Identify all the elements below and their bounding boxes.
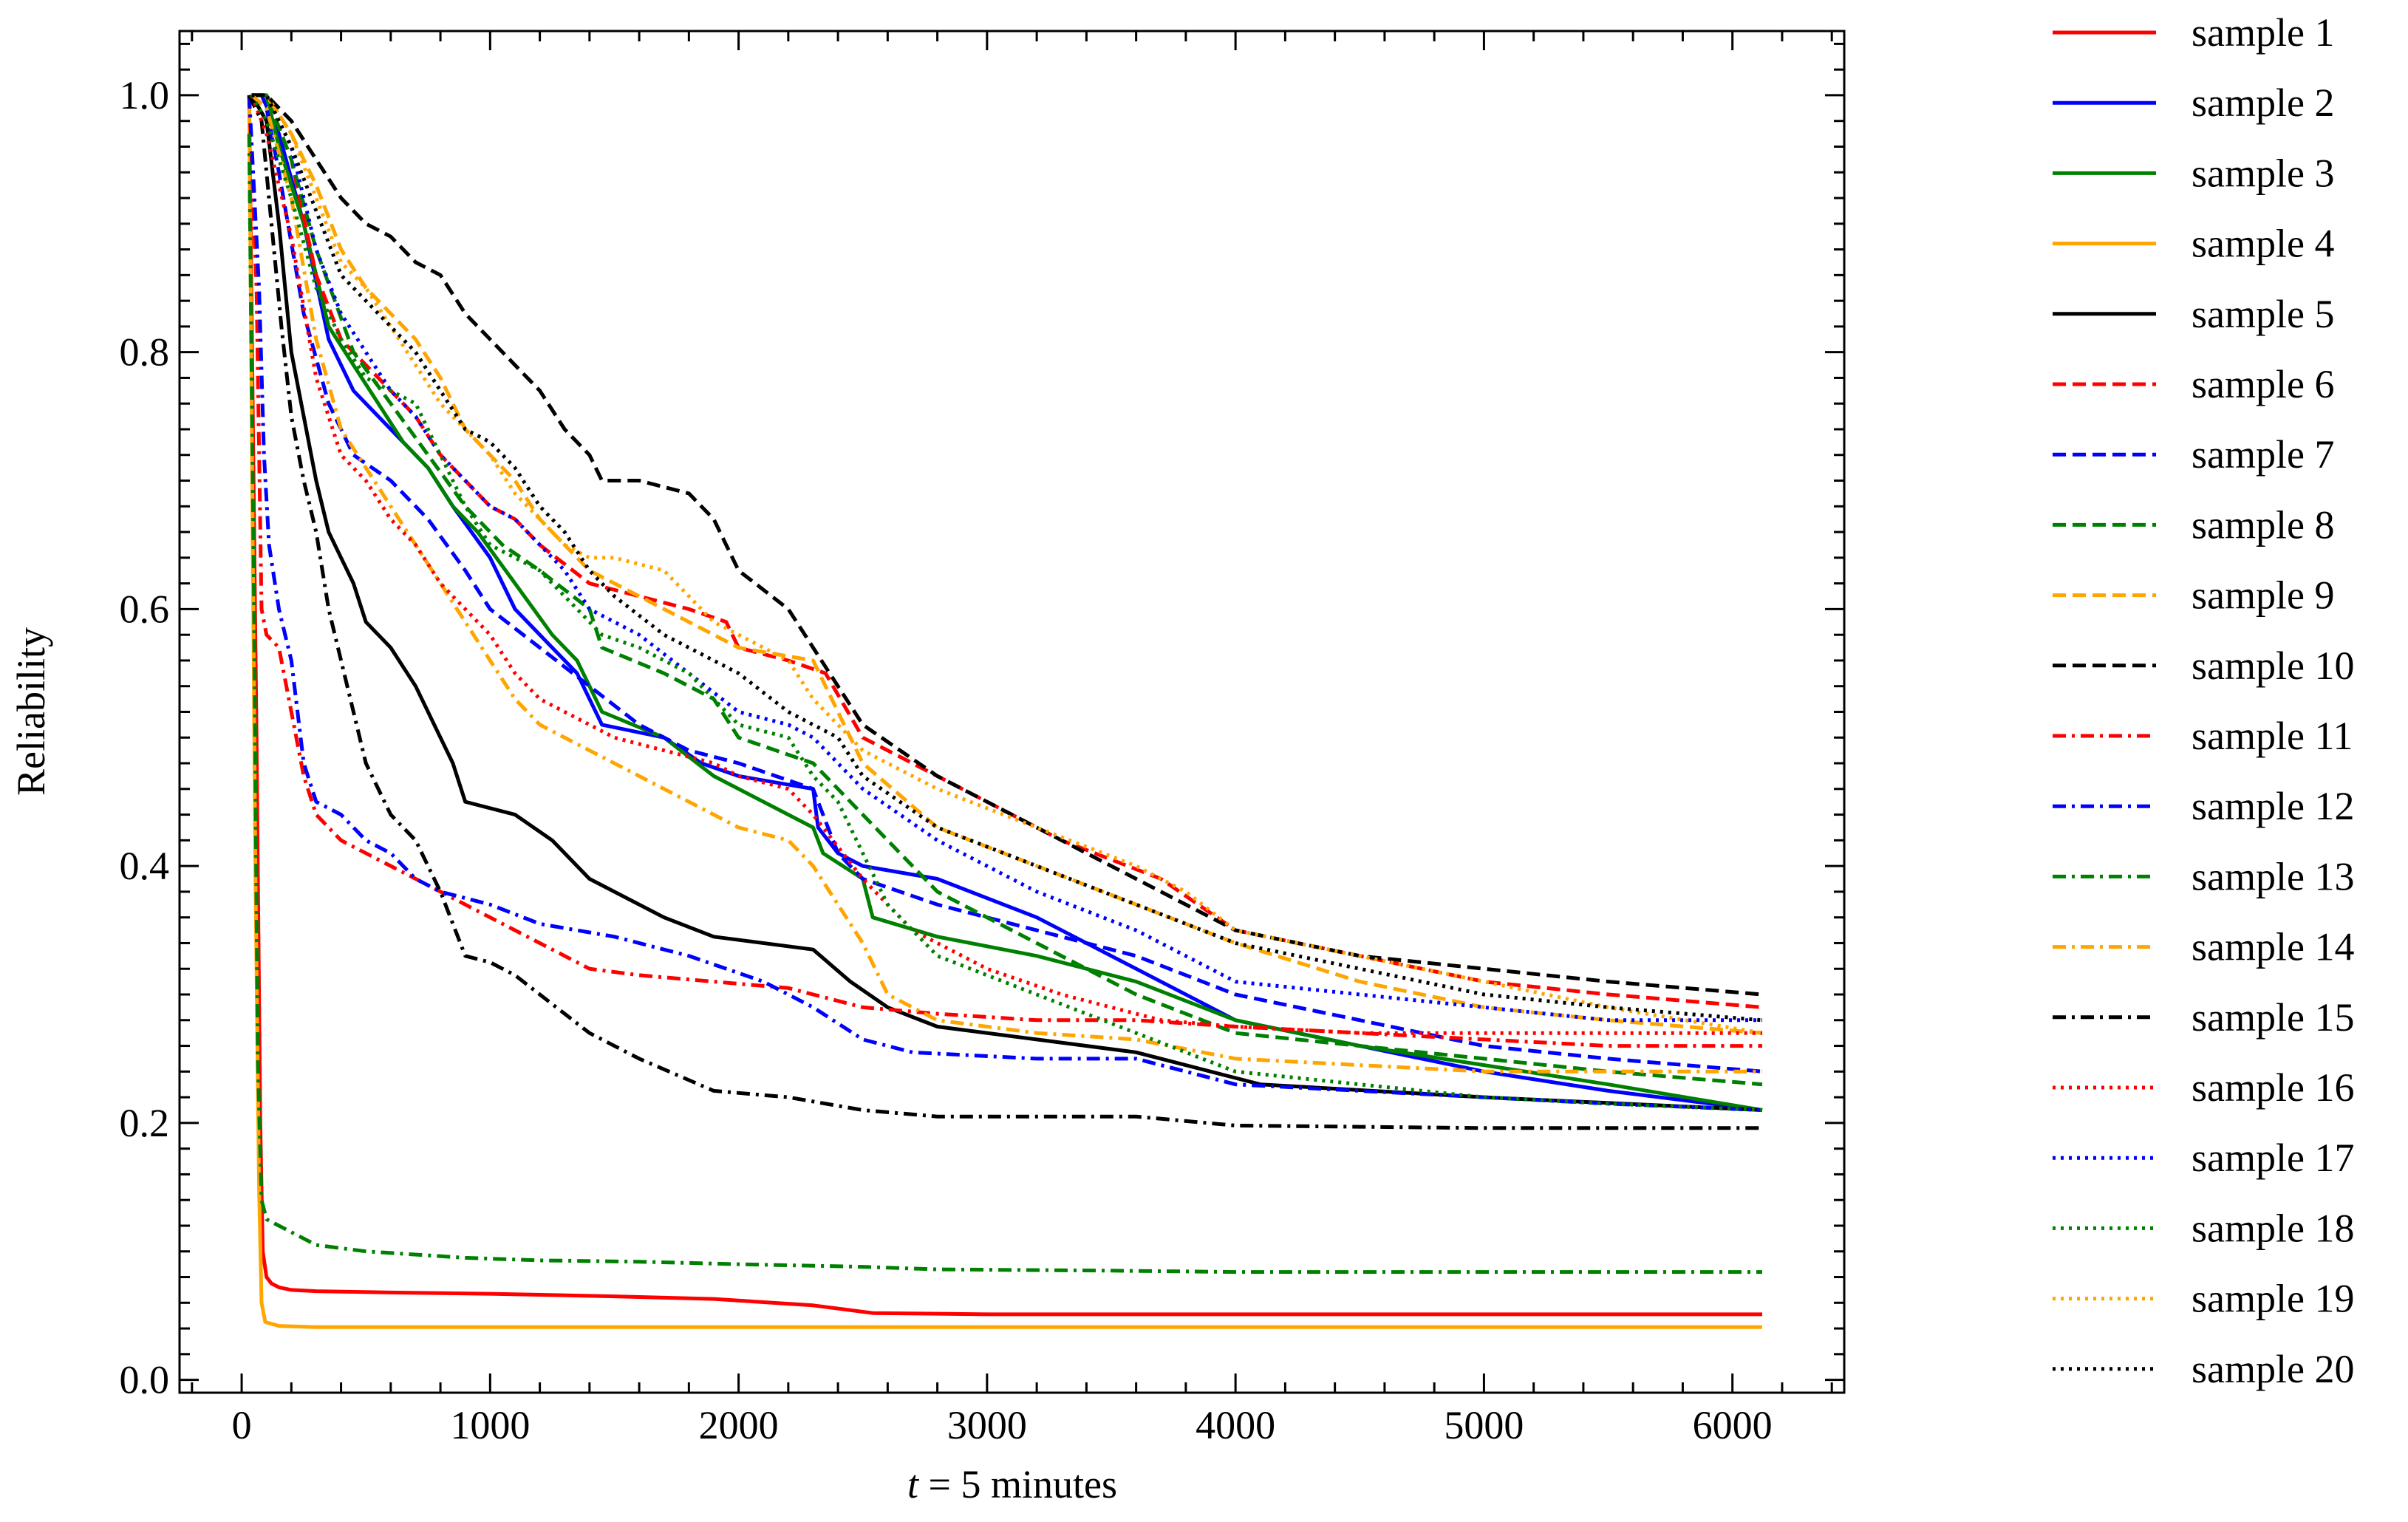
legend: sample 1 sample 2 sample 3 sample 4 sample 5… (2053, 10, 2354, 1391)
legend-label-9: sample 9 (2192, 573, 2334, 618)
legend-label-15: sample 15 (2192, 995, 2354, 1040)
legend-label-4: sample 4 (2192, 222, 2334, 266)
series-line-6 (251, 93, 1763, 1009)
series-line-15 (247, 94, 1762, 1130)
legend-label-13: sample 13 (2192, 854, 2354, 898)
legend-label-19: sample 19 (2192, 1277, 2354, 1321)
legend-label-3: sample 3 (2192, 151, 2334, 195)
legend-label-8: sample 8 (2192, 502, 2334, 547)
series-line-13 (247, 134, 1762, 1274)
legend-label-6: sample 6 (2192, 362, 2334, 406)
y-tick-label: 1.0 (120, 73, 170, 117)
series-line-12 (247, 95, 1763, 1112)
legend-label-2: sample 2 (2192, 81, 2334, 125)
legend-label-12: sample 12 (2192, 784, 2354, 828)
legend-label-14: sample 14 (2192, 925, 2354, 969)
y-tick-label: 0.2 (120, 1101, 170, 1145)
legend-label-10: sample 10 (2192, 644, 2354, 688)
y-tick-label: 0.8 (120, 330, 170, 375)
x-tick-label: 5000 (1444, 1403, 1524, 1447)
legend-label-5: sample 5 (2192, 292, 2334, 336)
series-line-10 (251, 93, 1763, 997)
x-tick-label: 6000 (1693, 1403, 1773, 1447)
series-line-17 (251, 93, 1762, 1023)
series-layer (247, 93, 1763, 1329)
legend-label-16: sample 16 (2192, 1065, 2354, 1110)
legend-label-7: sample 7 (2192, 432, 2334, 477)
x-tick-label: 1000 (450, 1403, 530, 1447)
legend-label-18: sample 18 (2192, 1206, 2354, 1250)
legend-label-17: sample 17 (2192, 1136, 2354, 1180)
x-axis-label-text: = 5 minutes (918, 1462, 1117, 1506)
legend-label-20: sample 20 (2192, 1347, 2354, 1391)
y-tick-label: 0.0 (120, 1358, 170, 1402)
x-tick-label: 0 (232, 1403, 252, 1447)
y-axis-label: Reliability (9, 627, 53, 796)
x-axis-label: t = 5 minutes (907, 1462, 1117, 1506)
series-line-3 (251, 93, 1763, 1112)
tick-label-layer: 0 1000 2000 3000 4000 5000 6000 0.0 0.2 0.4 0.6 0.8… (120, 73, 1773, 1447)
x-tick-label: 4000 (1196, 1403, 1275, 1447)
series-line-18 (250, 94, 1763, 1112)
series-line-14 (250, 94, 1762, 1074)
series-line-1 (247, 95, 1762, 1317)
series-line-16 (250, 94, 1762, 1035)
series-line-5 (250, 94, 1763, 1112)
x-tick-label: 2000 (699, 1403, 779, 1447)
ticks-layer (180, 31, 1844, 1393)
series-line-20 (251, 93, 1763, 1023)
x-axis-label-variable: t (907, 1462, 920, 1506)
y-tick-label: 0.4 (120, 844, 170, 888)
legend-label-11: sample 11 (2192, 714, 2353, 758)
series-line-4 (247, 95, 1762, 1329)
legend-label-1: sample 1 (2192, 10, 2334, 55)
series-line-11 (247, 95, 1762, 1048)
y-tick-label: 0.6 (120, 587, 170, 631)
x-tick-label: 3000 (947, 1403, 1027, 1447)
